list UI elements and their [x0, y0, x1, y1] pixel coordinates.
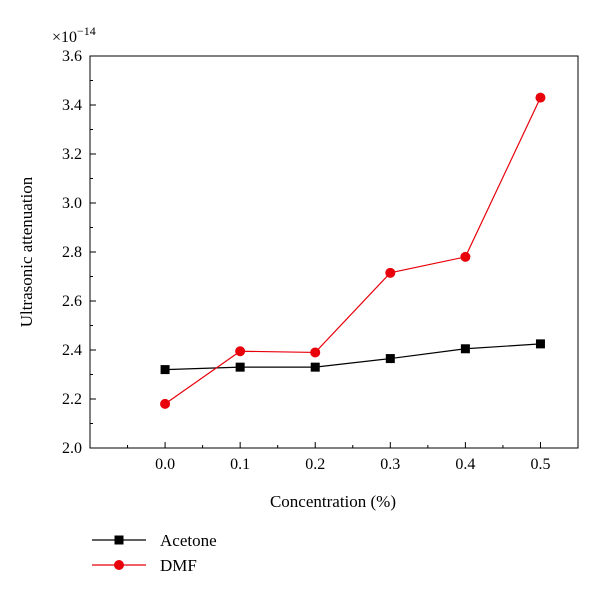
data-point-acetone: [236, 363, 245, 372]
y-tick-label: 2.4: [62, 342, 82, 359]
y-tick-label: 3.4: [62, 97, 82, 114]
series-line-acetone: [165, 344, 540, 370]
x-tick-label: 0.2: [305, 456, 325, 473]
x-tick-label: 0.4: [455, 456, 475, 473]
plot-area-frame: [90, 56, 578, 448]
y-tick-label: 3.0: [62, 195, 82, 212]
data-point-dmf: [160, 399, 170, 409]
x-tick-label: 0.1: [230, 456, 250, 473]
legend-label-acetone: Acetone: [160, 531, 217, 550]
data-point-acetone: [461, 344, 470, 353]
data-point-dmf: [235, 346, 245, 356]
x-tick-label: 0.3: [380, 456, 400, 473]
x-tick-label: 0.0: [155, 456, 175, 473]
y-axis-label: Ultrasonic attenuation: [17, 176, 36, 327]
series-line-dmf: [165, 98, 540, 404]
data-point-dmf: [310, 347, 320, 357]
data-point-acetone: [536, 339, 545, 348]
legend-marker-dmf: [114, 560, 124, 570]
data-point-dmf: [460, 252, 470, 262]
multiplier-base: ×10: [52, 29, 77, 46]
legend: Acetone DMF: [92, 531, 217, 575]
data-point-acetone: [386, 354, 395, 363]
y-axis-multiplier: ×10−14: [52, 24, 96, 46]
line-chart: 2.0 2.2 2.4 2.6 2.8 3.0 3.2 3.4 3.6 0.0 0.1 0.2 0.3 0…: [0, 0, 600, 592]
y-tick-label: 2.2: [62, 391, 82, 408]
x-tick-label: 0.5: [530, 456, 550, 473]
data-point-dmf: [385, 268, 395, 278]
y-tick-label: 3.2: [62, 146, 82, 163]
data-point-dmf: [535, 93, 545, 103]
data-point-acetone: [161, 365, 170, 374]
legend-marker-acetone: [115, 536, 124, 545]
y-tick-label: 3.6: [62, 48, 82, 65]
y-tick-label: 2.0: [62, 440, 82, 457]
multiplier-exponent: −14: [77, 24, 96, 38]
y-tick-label: 2.6: [62, 293, 82, 310]
data-point-acetone: [311, 363, 320, 372]
x-axis-label: Concentration (%): [270, 492, 396, 511]
legend-label-dmf: DMF: [160, 556, 197, 575]
y-tick-label: 2.8: [62, 244, 82, 261]
